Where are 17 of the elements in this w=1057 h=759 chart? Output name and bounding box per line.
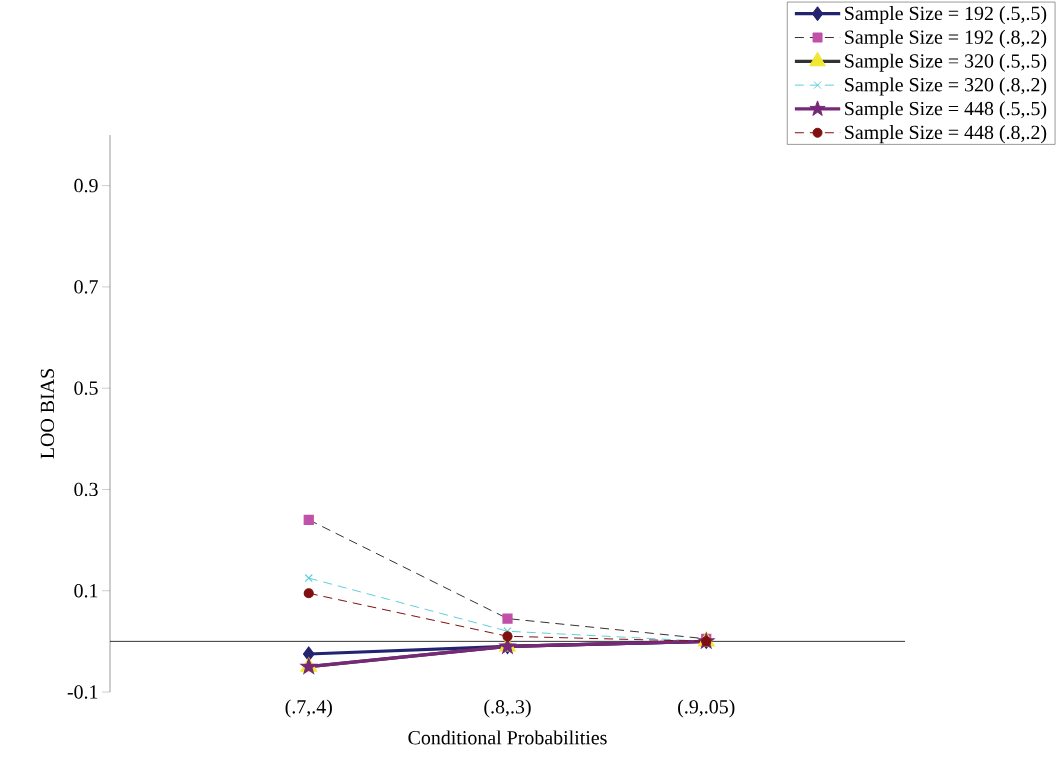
y-tick-label: 0.5 — [74, 381, 98, 395]
legend-label: Sample Size = 448 (.8,.2) — [845, 125, 1047, 144]
legend-label: Sample Size = 320 (.8,.2) — [845, 77, 1047, 96]
legend-label: Sample Size = 192 (.5,.5) — [845, 6, 1047, 25]
x-tick-label: (.9,.05) — [678, 699, 735, 718]
x-axis-title: Conditional Probabilities — [408, 730, 607, 745]
y-axis-title: LOO BIAS — [40, 369, 55, 459]
x-tick-label: (.7,.4) — [285, 699, 332, 718]
legend-label: Sample Size = 448 (.5,.5) — [845, 101, 1047, 120]
y-tick-label: 0.3 — [74, 482, 98, 497]
legend-label: Sample Size = 320 (.5,.5) — [845, 53, 1047, 72]
y-tick-label: 0.1 — [74, 583, 98, 598]
y-tick-label: 0.9 — [74, 178, 98, 193]
y-tick-label: 0.7 — [74, 280, 98, 294]
y-tick-label: -0.1 — [67, 685, 98, 699]
legend-label: Sample Size = 192 (.8,.2) — [845, 29, 1047, 48]
x-tick-label: (.8,.3) — [484, 699, 531, 718]
